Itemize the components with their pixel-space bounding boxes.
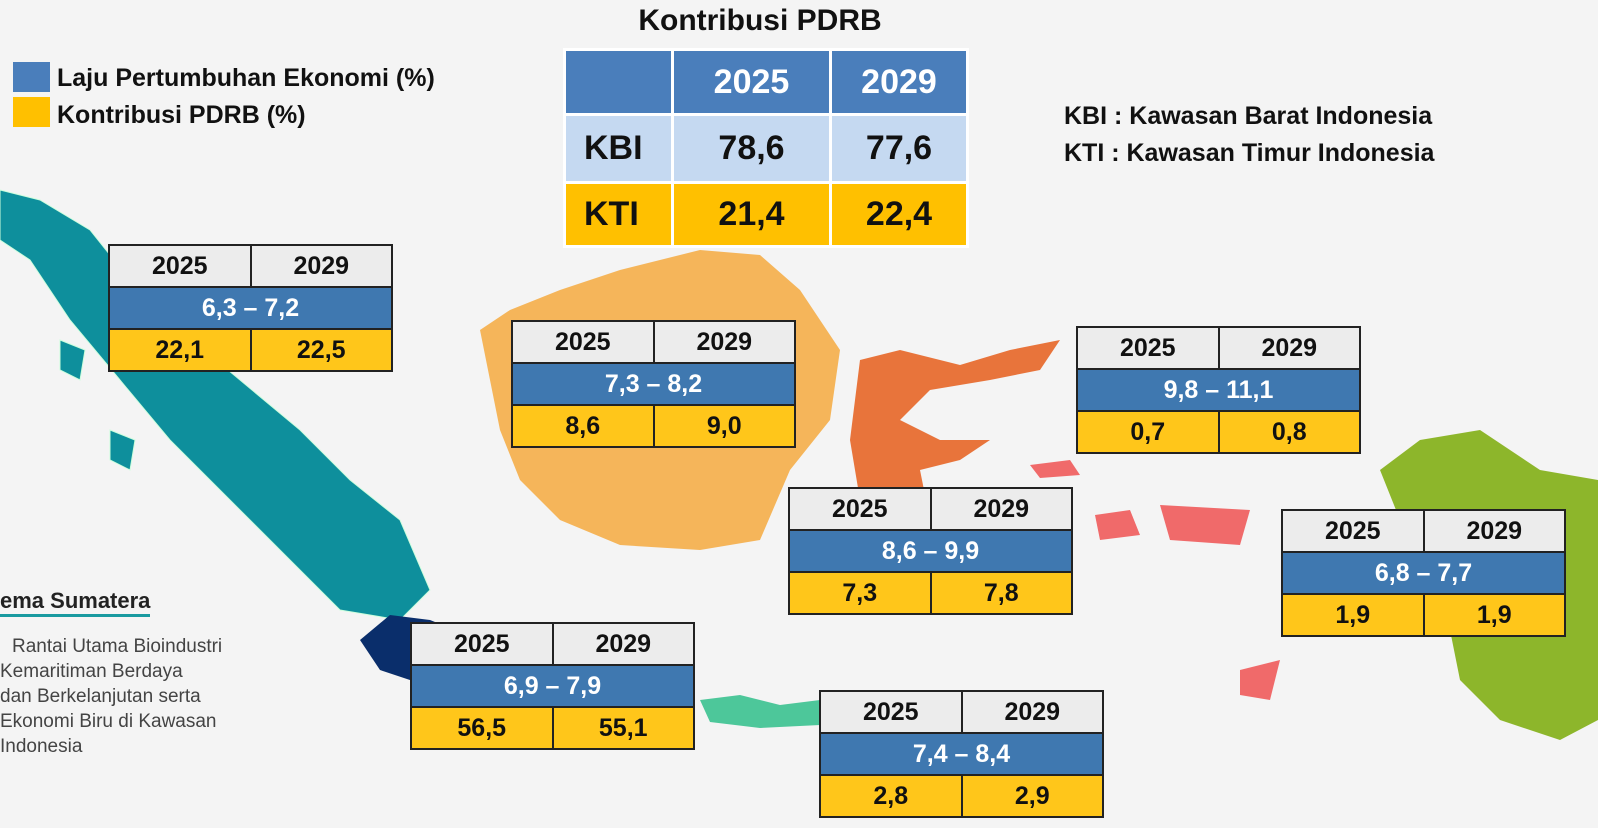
contribution-row: 1,9 1,9	[1283, 595, 1564, 635]
region-box: 2025 2029 7,4 – 8,4 2,8 2,9	[819, 690, 1104, 818]
region-box: 2025 2029 6,3 – 7,2 22,1 22,5	[108, 244, 393, 372]
year: 2029	[1217, 328, 1360, 368]
table-row-label: KTI	[563, 181, 674, 248]
year-row: 2025 2029	[1283, 511, 1564, 553]
table-header: 2025	[671, 48, 832, 116]
contribution-row: 7,3 7,8	[790, 573, 1071, 613]
contribution-row: 2,8 2,9	[821, 776, 1102, 816]
growth-row: 6,3 – 7,2	[110, 288, 391, 330]
growth-row: 6,8 – 7,7	[1283, 553, 1564, 595]
contribution: 8,6	[565, 412, 601, 440]
year: 2025	[831, 495, 888, 523]
legend-label: Kontribusi PDRB (%)	[57, 101, 306, 129]
contribution: 1,9	[1335, 601, 1371, 629]
side-line: Rantai Utama Bioindustri	[12, 636, 223, 657]
table-cell: 21,4	[671, 181, 832, 248]
contribution: 22,1	[155, 336, 205, 364]
year: 2025	[554, 328, 611, 356]
legend-swatch	[13, 62, 50, 92]
table-row-label: KBI	[563, 113, 674, 184]
year-row: 2025 2029	[1078, 328, 1359, 370]
year: 2025	[1324, 517, 1381, 545]
region-box: 2025 2029 7,3 – 8,2 8,6 9,0	[511, 320, 796, 448]
year: 2025	[862, 698, 919, 726]
region-box: 2025 2029 6,9 – 7,9 56,5 55,1	[410, 622, 695, 750]
legend-label: Laju Pertumbuhan Ekonomi (%)	[57, 64, 435, 92]
pdrb-table: 2025 2029 KBI 78,6 77,6 KTI 21,4 22,4	[563, 48, 969, 248]
note: KTI : Kawasan Timur Indonesia	[1064, 139, 1435, 167]
growth-row: 7,3 – 8,2	[513, 364, 794, 406]
contribution-row: 0,7 0,8	[1078, 412, 1359, 452]
region-box: 2025 2029 8,6 – 9,9 7,3 7,8	[788, 487, 1073, 615]
contribution-row: 56,5 55,1	[412, 708, 693, 748]
table-corner	[563, 48, 674, 116]
growth-row: 6,9 – 7,9	[412, 666, 693, 708]
year-row: 2025 2029	[110, 246, 391, 288]
year-row: 2025 2029	[412, 624, 693, 666]
contribution: 0,7	[1130, 418, 1166, 446]
year-row: 2025 2029	[790, 489, 1071, 531]
year: 2029	[929, 489, 1072, 529]
contribution-row: 8,6 9,0	[513, 406, 794, 446]
year: 2029	[249, 246, 392, 286]
year: 2029	[652, 322, 795, 362]
year-row: 2025 2029	[821, 692, 1102, 734]
contribution: 7,3	[842, 579, 878, 607]
contribution: 2,8	[873, 782, 909, 810]
side-heading: ema Sumatera	[0, 588, 151, 617]
region-box: 2025 2029 9,8 – 11,1 0,7 0,8	[1076, 326, 1361, 454]
table-cell: 78,6	[671, 113, 832, 184]
side-line: Ekonomi Biru di Kawasan	[0, 711, 217, 732]
contribution: 1,9	[1422, 595, 1565, 635]
note: KBI : Kawasan Barat Indonesia	[1064, 102, 1433, 130]
contribution: 7,8	[929, 573, 1072, 613]
side-line: Indonesia	[0, 736, 83, 757]
year: 2025	[151, 252, 208, 280]
year: 2029	[551, 624, 694, 664]
year-row: 2025 2029	[513, 322, 794, 364]
contribution-row: 22,1 22,5	[110, 330, 391, 370]
contribution: 56,5	[457, 714, 507, 742]
table-header: 2029	[829, 48, 969, 116]
contribution: 55,1	[551, 708, 694, 748]
contribution: 0,8	[1217, 412, 1360, 452]
table-cell: 22,4	[829, 181, 969, 248]
title: Kontribusi PDRB	[638, 4, 882, 37]
maluku	[1030, 460, 1280, 700]
year: 2025	[1119, 334, 1176, 362]
year: 2029	[1422, 511, 1565, 551]
region-box: 2025 2029 6,8 – 7,7 1,9 1,9	[1281, 509, 1566, 637]
contribution: 2,9	[960, 776, 1103, 816]
contribution: 22,5	[249, 330, 392, 370]
year: 2025	[453, 630, 510, 658]
year: 2029	[960, 692, 1103, 732]
side-line: dan Berkelanjutan serta	[0, 686, 201, 707]
growth-row: 7,4 – 8,4	[821, 734, 1102, 776]
side-line: Kemaritiman Berdaya	[0, 661, 183, 682]
legend-swatch	[13, 97, 50, 127]
table-cell: 77,6	[829, 113, 969, 184]
growth-row: 9,8 – 11,1	[1078, 370, 1359, 412]
growth-row: 8,6 – 9,9	[790, 531, 1071, 573]
contribution: 9,0	[652, 406, 795, 446]
